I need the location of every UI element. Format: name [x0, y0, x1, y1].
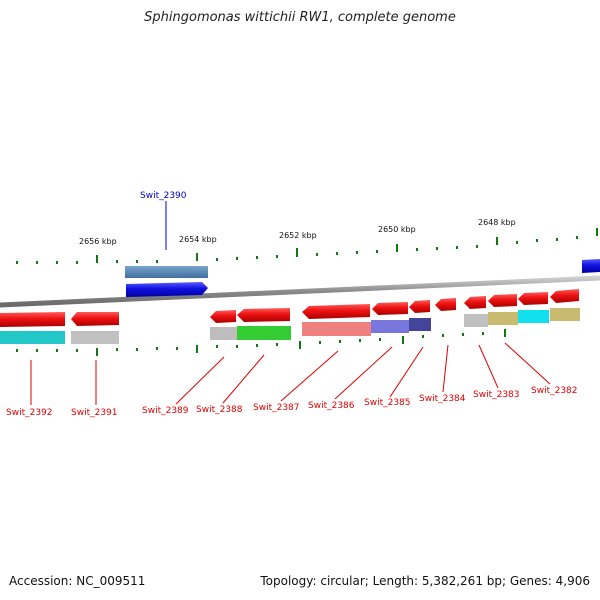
gene-label[interactable]: Swit_2389 — [142, 406, 189, 416]
forward-strand — [125, 259, 600, 297]
gene-label[interactable]: Swit_2387 — [253, 403, 300, 413]
scale-label: 2648 kbp — [478, 218, 516, 227]
protein-bar — [125, 266, 208, 278]
gene-arrow[interactable] — [582, 259, 600, 273]
domain-bar — [302, 322, 371, 336]
lower-ticks — [16, 329, 506, 356]
gene-arrow[interactable] — [550, 289, 579, 303]
gene-label[interactable]: Swit_2386 — [308, 401, 355, 411]
domain-bar — [210, 327, 237, 340]
reverse-strand — [0, 289, 579, 327]
gene-arrow[interactable] — [409, 300, 430, 313]
domain-bar — [464, 314, 488, 327]
domain-bar — [488, 312, 518, 325]
gene-arrow[interactable] — [0, 312, 65, 327]
gene-arrow[interactable] — [372, 302, 408, 315]
scale-label: 2656 kbp — [79, 237, 117, 246]
gene-label[interactable]: Swit_2388 — [196, 405, 243, 415]
domain-bar — [518, 310, 549, 323]
genome-backbone — [0, 275, 600, 308]
domain-bar — [409, 318, 431, 331]
gene-label[interactable]: Swit_2382 — [531, 386, 578, 396]
gene-label[interactable]: Swit_2385 — [364, 398, 411, 408]
gene-label[interactable]: Swit_2390 — [140, 191, 187, 201]
gene-label[interactable]: Swit_2384 — [419, 394, 466, 404]
gene-arrow[interactable] — [71, 312, 119, 326]
scale-label: 2654 kbp — [179, 235, 217, 244]
gene-label[interactable]: Swit_2391 — [71, 408, 118, 418]
genome-summary-text: Topology: circular; Length: 5,382,261 bp… — [260, 574, 590, 588]
domain-bar — [550, 308, 580, 321]
upper-ticks — [16, 228, 598, 264]
gene-arrow[interactable] — [210, 310, 236, 323]
protein-domains — [0, 308, 580, 344]
gene-arrow[interactable] — [302, 304, 370, 319]
scale-label: 2652 kbp — [279, 231, 317, 240]
gene-label[interactable]: Swit_2383 — [473, 390, 520, 400]
gene-arrow[interactable] — [518, 292, 548, 305]
label-leaders — [30, 201, 551, 405]
domain-bar — [0, 331, 65, 344]
gene-arrow[interactable] — [464, 296, 486, 309]
domain-bar — [237, 326, 291, 340]
gene-arrow[interactable] — [488, 294, 517, 307]
gene-label[interactable]: Swit_2392 — [6, 408, 53, 418]
accession-text: Accession: NC_009511 — [9, 574, 146, 588]
map-title: Sphingomonas wittichii RW1, complete gen… — [144, 10, 456, 25]
domain-bar — [371, 320, 409, 333]
scale-label: 2650 kbp — [378, 225, 416, 234]
domain-bar — [71, 331, 119, 344]
gene-arrow[interactable] — [126, 282, 208, 297]
gene-arrow[interactable] — [237, 308, 290, 322]
gene-arrow[interactable] — [435, 298, 456, 311]
